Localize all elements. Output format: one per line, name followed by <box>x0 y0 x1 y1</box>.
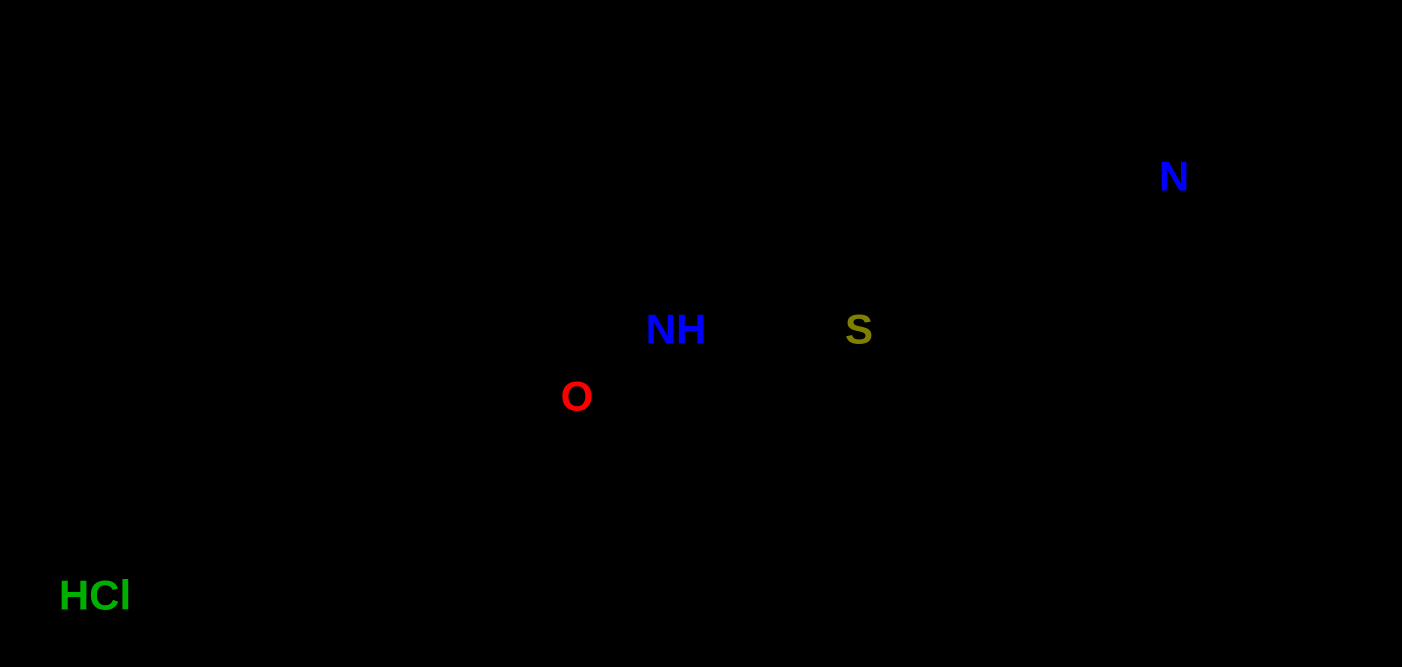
atom-label-HCl: HCl <box>59 572 131 619</box>
atom-label-N: N <box>1159 153 1189 200</box>
bond <box>645 436 646 553</box>
atom-label-O: O <box>561 373 594 420</box>
molecule-diagram: O NH S N HCl <box>0 0 1402 667</box>
atom-label-S: S <box>845 306 873 353</box>
atom-label-NH: NH <box>646 306 707 353</box>
bond <box>963 382 965 500</box>
bond <box>973 400 974 483</box>
